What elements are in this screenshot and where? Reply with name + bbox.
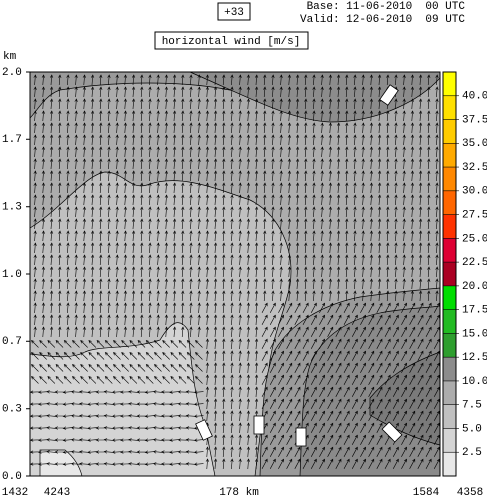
colorbar-bin: [443, 404, 456, 429]
colorbar-label: 15.0: [462, 328, 487, 340]
colorbar-frame: [442, 71, 457, 477]
station-box: [379, 84, 399, 106]
colorbar-bin: [443, 95, 456, 120]
colorbar-bin: [443, 214, 456, 239]
wind-arrows: [29, 74, 440, 470]
colorbar-bin: [443, 262, 456, 286]
y-tick-label: 0.0: [2, 471, 22, 483]
colorbar-label: 35.0: [462, 138, 487, 150]
colorbar-bin: [443, 119, 456, 144]
colorbar-label: 2.5: [462, 447, 482, 459]
valid-time: Valid: 12-06-2010 09 UTC: [300, 14, 465, 26]
x-label: 1584: [413, 487, 440, 499]
chart-title: horizontal wind [m/s]: [162, 36, 301, 48]
colorbar-bin: [443, 190, 456, 215]
colorbar-label: 32.5: [462, 162, 487, 174]
colorbar-label: 10.0: [462, 376, 487, 388]
region-top-right: [189, 71, 441, 123]
station-box: [295, 427, 307, 447]
field: [29, 71, 441, 477]
region-left-low: [29, 322, 216, 477]
colorbar-label: 17.5: [462, 305, 487, 317]
x-label: 178 km: [219, 487, 259, 499]
colorbar-bin: [443, 72, 456, 96]
y-tick-label: 1.7: [2, 134, 22, 146]
colorbar-bin: [443, 357, 456, 381]
colorbar-bin: [443, 238, 456, 263]
colorbar-bin: [443, 380, 456, 405]
forecast-label: +33: [224, 7, 244, 19]
colorbar-label: 25.0: [462, 233, 487, 245]
stations: [195, 84, 403, 447]
base-time: Base: 11-06-2010 00 UTC: [307, 1, 466, 13]
title-box: [154, 31, 309, 50]
y-tick-label: 1.0: [2, 269, 22, 281]
x-label: 4358: [457, 487, 483, 499]
region-left-patch: [39, 449, 83, 477]
colorbar-label: 37.5: [462, 114, 487, 126]
colorbar-label: 5.0: [462, 423, 482, 435]
y-tick-label: 0.7: [2, 336, 22, 348]
colorbar-label: 27.5: [462, 209, 487, 221]
colorbar-bin: [443, 285, 456, 310]
y-tick-label: 0.3: [2, 404, 22, 416]
colorbar-bin: [443, 428, 456, 453]
colorbar-label: 20.0: [462, 281, 487, 293]
colorbar-label: 7.5: [462, 400, 482, 412]
colorbar-label: 40.0: [462, 91, 487, 103]
colorbar-label: 12.5: [462, 352, 487, 364]
station-box: [195, 419, 213, 441]
y-unit: km: [3, 51, 17, 63]
y-tick-label: 1.3: [2, 202, 22, 214]
x-label: 4243: [44, 487, 70, 499]
forecast-box: [217, 2, 251, 21]
colorbar-label: 22.5: [462, 257, 487, 269]
colorbar-bin: [443, 143, 456, 168]
station-box: [381, 421, 403, 443]
colorbar-bin: [443, 309, 456, 334]
station-box: [253, 415, 265, 435]
y-tick-label: 2.0: [2, 67, 22, 79]
colorbar-bin: [443, 333, 456, 358]
colorbar-label: 30.0: [462, 186, 487, 198]
x-label: 1432: [2, 487, 28, 499]
colorbar-bin: [443, 452, 456, 476]
colorbar-bin: [443, 167, 456, 191]
